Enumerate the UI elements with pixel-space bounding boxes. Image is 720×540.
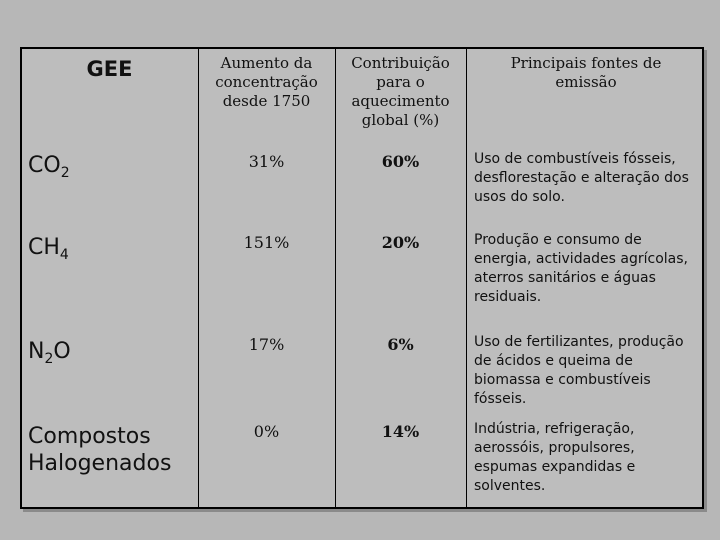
column-divider [335,49,336,507]
header-contribuicao: Contribuição para o aquecimento global (… [351,54,450,129]
ghg-table: GEE Aumento da concentração desde 1750 C… [20,47,704,509]
gas-formula: CO [28,153,61,178]
contribuicao-n2o: 6% [387,335,414,354]
header-aumento: Aumento da concentração desde 1750 [215,54,318,110]
gas-formula: CH [28,235,60,260]
fontes-ch4: Produção e consumo de energia, actividad… [474,232,688,305]
gas-n2o: N2O [28,338,193,367]
column-divider [198,49,199,507]
fontes-co2: Uso de combustíveis fósseis, desfloresta… [474,151,689,205]
aumento-ch4: 151% [243,233,290,252]
fontes-halogenados: Indústria, refrigeração, aerossóis, prop… [474,421,636,494]
aumento-n2o: 17% [248,335,285,354]
gas-formula-tail: O [53,339,71,364]
aumento-co2: 31% [248,152,285,171]
gas-subscript: 2 [44,351,54,367]
header-gee: GEE [86,57,133,81]
gas-subscript: 2 [60,165,70,181]
contribuicao-ch4: 20% [381,233,420,252]
gas-ch4: CH4 [28,234,193,263]
gas-subscript: 4 [59,247,69,263]
fontes-n2o: Uso de fertilizantes, produção de ácidos… [474,334,684,407]
gas-formula: N [28,339,45,364]
gas-halogenados: Compostos Halogenados [28,424,172,476]
contribuicao-co2: 60% [381,152,420,171]
column-divider [466,49,467,507]
header-fontes: Principais fontes de emissão [510,54,662,91]
contribuicao-halogenados: 14% [381,422,420,441]
gas-co2: CO2 [28,152,193,181]
aumento-halogenados: 0% [253,422,280,441]
